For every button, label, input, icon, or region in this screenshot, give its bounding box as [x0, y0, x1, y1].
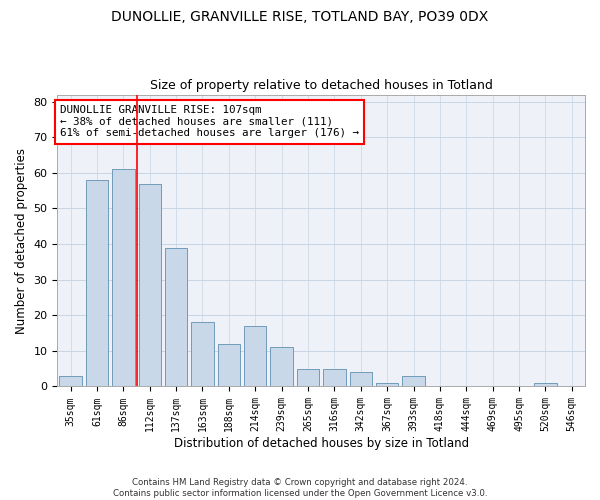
Y-axis label: Number of detached properties: Number of detached properties [15, 148, 28, 334]
Bar [112, 170, 134, 386]
Text: DUNOLLIE, GRANVILLE RISE, TOTLAND BAY, PO39 0DX: DUNOLLIE, GRANVILLE RISE, TOTLAND BAY, P… [112, 10, 488, 24]
Bar [297, 368, 319, 386]
Bar [534, 383, 557, 386]
Bar [139, 184, 161, 386]
Bar [244, 326, 266, 386]
Bar [218, 344, 240, 387]
Bar [350, 372, 372, 386]
Bar [376, 383, 398, 386]
Bar [59, 376, 82, 386]
Bar [403, 376, 425, 386]
X-axis label: Distribution of detached houses by size in Totland: Distribution of detached houses by size … [173, 437, 469, 450]
Text: DUNOLLIE GRANVILLE RISE: 107sqm
← 38% of detached houses are smaller (111)
61% o: DUNOLLIE GRANVILLE RISE: 107sqm ← 38% of… [60, 105, 359, 138]
Bar [191, 322, 214, 386]
Text: Contains HM Land Registry data © Crown copyright and database right 2024.
Contai: Contains HM Land Registry data © Crown c… [113, 478, 487, 498]
Title: Size of property relative to detached houses in Totland: Size of property relative to detached ho… [150, 79, 493, 92]
Bar [323, 368, 346, 386]
Bar [86, 180, 108, 386]
Bar [165, 248, 187, 386]
Bar [271, 348, 293, 387]
